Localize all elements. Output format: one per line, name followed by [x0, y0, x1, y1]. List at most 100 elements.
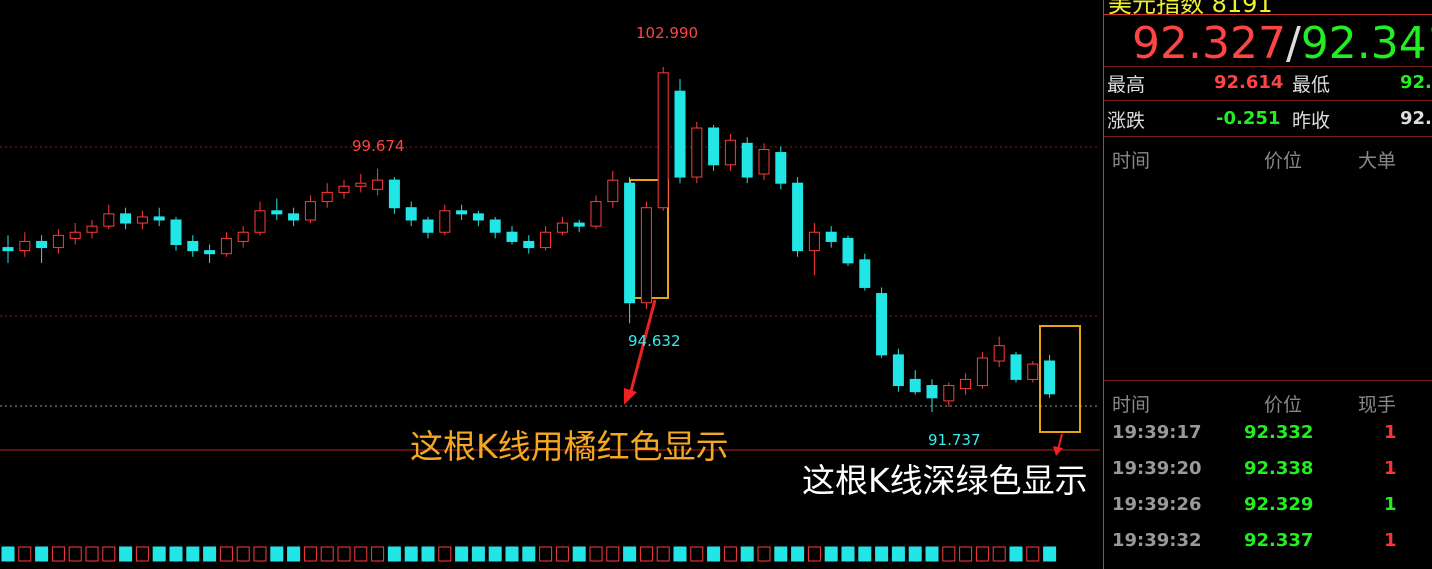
candle-chart — [0, 67, 1100, 562]
volume-bar — [337, 546, 351, 562]
candle-body — [1044, 360, 1056, 395]
candle-body — [1027, 363, 1039, 380]
candle-body — [103, 213, 115, 227]
tick-cell: 1 — [1384, 458, 1397, 479]
candle-body — [640, 207, 652, 304]
volume-bar — [1, 546, 15, 562]
volume-bar — [119, 546, 133, 562]
candle-body — [926, 385, 938, 399]
candle-body — [372, 179, 384, 190]
candle-body — [876, 293, 888, 356]
volume-bar — [757, 546, 771, 562]
stat-label: 昨收 — [1292, 110, 1331, 132]
tick-cell: 1 — [1384, 530, 1397, 551]
separator: / — [1285, 18, 1301, 69]
stat-value: 92.614 — [1214, 72, 1284, 93]
stat-value: 92.2 — [1400, 72, 1432, 93]
candle-body — [607, 179, 619, 203]
price-label: 94.632 — [628, 332, 681, 350]
candle-body — [792, 182, 804, 252]
arrow — [628, 299, 657, 396]
volume-bar — [673, 546, 687, 562]
candle-body — [708, 127, 720, 166]
tick-cell: 19:39:32 — [1112, 530, 1202, 551]
volume-bar — [404, 546, 418, 562]
tick-cell: 1 — [1384, 422, 1397, 443]
candle-body — [523, 240, 535, 249]
candle-body — [724, 139, 736, 166]
column-header: 时间 — [1112, 394, 1151, 416]
annotation: 这根K线深绿色显示 — [802, 461, 1088, 500]
volume-bar — [1009, 546, 1023, 562]
tick-cell: 92.338 — [1244, 458, 1314, 479]
volume-bar — [774, 546, 788, 562]
volume-bar — [102, 546, 116, 562]
candle-body — [741, 142, 753, 178]
candle-body — [220, 237, 232, 255]
volume-bar — [606, 546, 620, 562]
candle-body — [36, 240, 48, 249]
volume-bar — [539, 546, 553, 562]
quote: 92.327/92.341 — [1132, 18, 1432, 69]
annotation: 这根K线用橘红色显示 — [410, 427, 729, 466]
volume-bar — [723, 546, 737, 562]
candle-body — [52, 234, 64, 249]
candle-body — [842, 237, 854, 264]
candle-body — [808, 231, 820, 252]
volume-bar — [1026, 546, 1040, 562]
candle-body — [691, 127, 703, 178]
volume-bar — [975, 546, 989, 562]
symbol-title: 美元指数 8191 — [1108, 0, 1273, 18]
volume-bar — [85, 546, 99, 562]
candle-body — [237, 231, 249, 242]
column-header: 大单 — [1358, 150, 1397, 172]
candle-body — [859, 259, 871, 288]
volume-bar — [891, 546, 905, 562]
candle-body — [405, 207, 417, 221]
volume-bar — [169, 546, 183, 562]
volume-bar — [135, 546, 149, 562]
volume-bar — [320, 546, 334, 562]
volume-bar — [505, 546, 519, 562]
candle-body — [540, 231, 552, 249]
volume-bar — [270, 546, 284, 562]
candle-body — [388, 179, 400, 209]
candle-body — [153, 216, 165, 221]
candle-body — [439, 210, 451, 233]
candle-body — [909, 378, 921, 393]
volume-bar — [253, 546, 267, 562]
volume-bar — [807, 546, 821, 562]
candle-body — [271, 210, 283, 215]
volume-bar — [18, 546, 32, 562]
candle-body — [624, 182, 636, 304]
tick-cell: 19:39:17 — [1112, 422, 1202, 443]
column-header: 价位 — [1264, 150, 1303, 172]
price-label: 99.674 — [352, 137, 405, 155]
candle-body — [19, 240, 31, 252]
volume-bar — [992, 546, 1006, 562]
volume-bar — [925, 546, 939, 562]
candle-body — [170, 219, 182, 246]
volume-bar — [791, 546, 805, 562]
candle-body — [254, 210, 266, 233]
column-header: 价位 — [1264, 394, 1303, 416]
candle-body — [590, 201, 602, 227]
candle-body — [472, 213, 484, 221]
volume-bar — [875, 546, 889, 562]
volume-bar — [522, 546, 536, 562]
volume-bar — [68, 546, 82, 562]
candle-body — [2, 247, 14, 252]
candle-body — [556, 222, 568, 233]
candle-body — [204, 250, 216, 255]
volume-bar — [1043, 546, 1057, 562]
candle-body — [758, 148, 770, 175]
candle-body — [993, 345, 1005, 362]
volume-bar — [219, 546, 233, 562]
tick-cell: 19:39:26 — [1112, 494, 1202, 515]
volume-bar — [690, 546, 704, 562]
volume-bar — [841, 546, 855, 562]
candle-body — [943, 385, 955, 402]
volume-bar — [707, 546, 721, 562]
volume-bar — [438, 546, 452, 562]
